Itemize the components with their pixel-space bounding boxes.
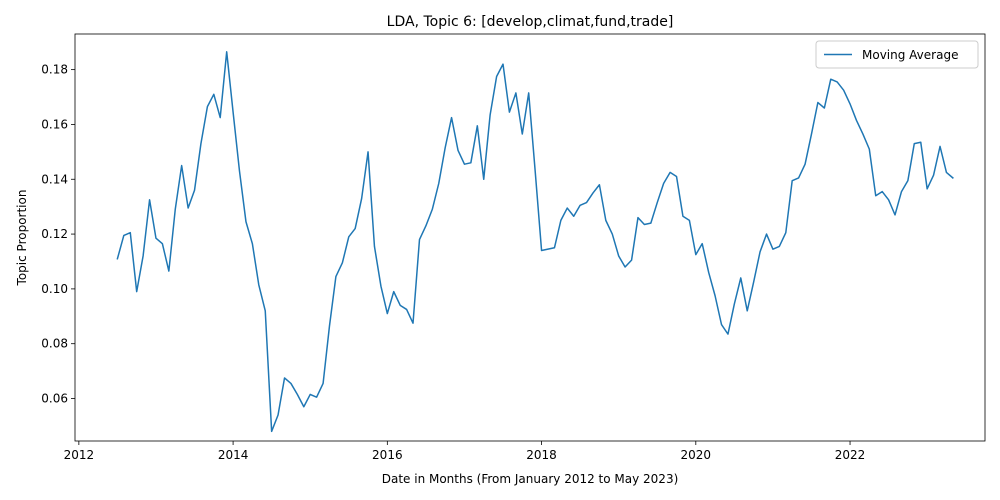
x-tick-label: 2020 <box>681 448 712 462</box>
y-tick-label: 0.12 <box>41 227 68 241</box>
x-tick-label: 2016 <box>372 448 403 462</box>
y-tick-label: 0.10 <box>41 282 68 296</box>
x-tick-label: 2012 <box>64 448 95 462</box>
plot-frame <box>74 33 986 442</box>
y-tick-label: 0.06 <box>41 392 68 406</box>
legend-label-moving-average: Moving Average <box>862 48 958 62</box>
y-axis-label: Topic Proportion <box>15 190 29 287</box>
y-tick-label: 0.14 <box>41 172 68 186</box>
x-tick-label: 2018 <box>526 448 557 462</box>
legend: Moving Average <box>815 40 979 69</box>
y-tick-label: 0.16 <box>41 117 68 131</box>
series-line-moving-average <box>116 51 954 433</box>
y-tick-label: 0.08 <box>41 337 68 351</box>
x-tick-label: 2014 <box>218 448 249 462</box>
x-axis-label: Date in Months (From January 2012 to May… <box>382 472 679 486</box>
chart-title: LDA, Topic 6: [develop,climat,fund,trade… <box>387 14 674 30</box>
y-tick-label: 0.18 <box>41 63 68 77</box>
x-tick-label: 2022 <box>835 448 866 462</box>
legend-box <box>815 40 979 69</box>
